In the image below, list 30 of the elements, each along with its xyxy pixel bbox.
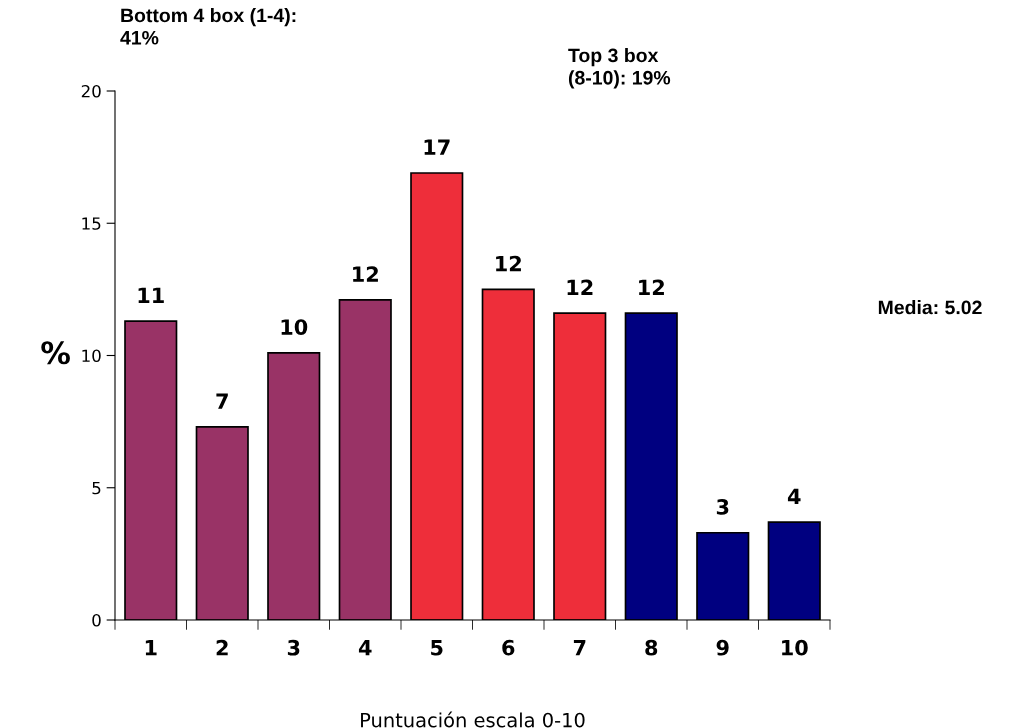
x-tick-label: 9 <box>716 639 729 656</box>
data-label: 12 <box>353 266 378 282</box>
data-label: 12 <box>567 279 593 295</box>
y-tick-label: 15 <box>82 217 101 230</box>
data-label: 12 <box>496 255 521 272</box>
data-label: 4 <box>787 488 801 504</box>
x-tick-label: 1 <box>145 640 157 656</box>
y-axis-title: % <box>41 341 70 365</box>
x-tick-label: 6 <box>502 639 515 656</box>
x-tick-label: 7 <box>573 640 586 656</box>
data-label: 12 <box>639 279 664 295</box>
x-tick-label: 10 <box>782 639 808 656</box>
data-label: 11 <box>138 287 164 303</box>
y-tick-label: 5 <box>92 481 101 495</box>
text: Bottom 4 box (1-4): 41% <box>120 8 296 45</box>
text: Top 3 box (8-10): 19% <box>568 48 671 89</box>
x-tick-label: 4 <box>358 640 372 656</box>
data-label: 3 <box>716 499 729 515</box>
data-label: 17 <box>424 139 450 155</box>
y-tick-label: 20 <box>81 84 101 98</box>
data-label: 7 <box>216 393 228 409</box>
x-tick-label: 2 <box>216 639 228 656</box>
x-tick-label: 3 <box>287 639 300 656</box>
x-axis-title: Puntuación escala 0-10 <box>361 711 585 728</box>
text: Media: 5.02 <box>878 300 982 315</box>
data-label: 10 <box>281 319 308 335</box>
y-tick-label: 10 <box>82 349 101 363</box>
x-tick-label: 5 <box>431 640 443 656</box>
y-tick-label: 0 <box>92 613 101 627</box>
x-tick-label: 8 <box>645 639 658 656</box>
